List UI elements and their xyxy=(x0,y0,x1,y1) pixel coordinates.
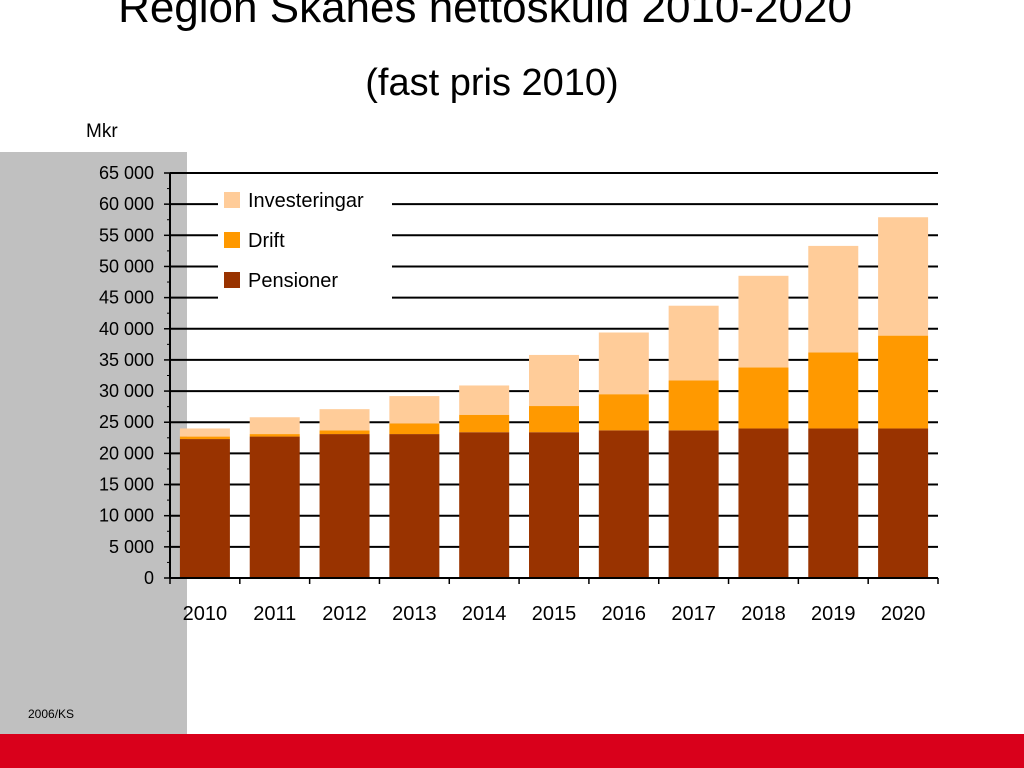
x-tick-label: 2015 xyxy=(532,603,577,625)
x-tick-label: 2017 xyxy=(671,603,716,625)
unit-label: Mkr xyxy=(86,121,118,142)
bar-investeringar-2020 xyxy=(878,217,929,336)
bar-investeringar-2012 xyxy=(319,409,370,431)
legend-label-investeringar: Investeringar xyxy=(248,190,364,212)
y-tick-label: 0 xyxy=(144,568,154,588)
bar-pensioner-2016 xyxy=(598,430,649,578)
bar-drift-2017 xyxy=(668,380,719,431)
y-tick-label: 10 000 xyxy=(99,506,154,526)
bar-investeringar-2013 xyxy=(389,396,440,424)
y-tick-label: 30 000 xyxy=(99,381,154,401)
y-tick-label: 60 000 xyxy=(99,194,154,214)
bar-drift-2016 xyxy=(598,394,649,431)
bar-drift-2014 xyxy=(459,414,510,433)
y-tick-label: 5 000 xyxy=(109,537,154,557)
bar-drift-2012 xyxy=(319,430,370,435)
legend-swatch-investeringar xyxy=(224,192,240,208)
y-tick-label: 50 000 xyxy=(99,256,154,276)
bar-pensioner-2019 xyxy=(808,428,859,578)
bar-drift-2013 xyxy=(389,423,440,435)
slide-subtitle: (fast pris 2010) xyxy=(365,62,619,104)
bar-investeringar-2016 xyxy=(598,332,649,395)
side-panel xyxy=(0,152,187,734)
x-tick-label: 2014 xyxy=(462,603,507,625)
bar-investeringar-2019 xyxy=(808,245,859,353)
bar-investeringar-2010 xyxy=(179,428,230,437)
bar-pensioner-2015 xyxy=(529,432,579,578)
y-tick-label: 25 000 xyxy=(99,412,154,432)
bar-investeringar-2014 xyxy=(459,385,510,415)
x-tick-label: 2020 xyxy=(881,603,926,625)
bar-pensioner-2018 xyxy=(738,428,789,578)
y-tick-label: 15 000 xyxy=(99,475,154,495)
y-tick-label: 20 000 xyxy=(99,443,154,463)
y-tick-label: 35 000 xyxy=(99,350,154,370)
x-tick-label: 2019 xyxy=(811,603,856,625)
bar-investeringar-2017 xyxy=(668,305,719,381)
footnote: 2006/KS xyxy=(28,707,75,721)
bar-pensioner-2011 xyxy=(249,436,300,578)
bar-drift-2018 xyxy=(738,367,789,429)
y-tick-label: 55 000 xyxy=(99,225,154,245)
bar-pensioner-2010 xyxy=(179,439,230,578)
bar-investeringar-2015 xyxy=(529,354,579,407)
bar-drift-2010 xyxy=(179,436,230,440)
brand-bar xyxy=(0,734,1024,768)
x-tick-label: 2012 xyxy=(322,603,367,625)
legend-label-pensioner: Pensioner xyxy=(248,270,338,292)
bar-investeringar-2018 xyxy=(738,275,789,368)
x-tick-label: 2018 xyxy=(741,603,786,625)
bar-drift-2011 xyxy=(249,434,300,437)
bar-drift-2020 xyxy=(878,335,929,429)
x-tick-label: 2016 xyxy=(602,603,647,625)
bar-pensioner-2020 xyxy=(878,428,929,578)
y-tick-label: 45 000 xyxy=(99,288,154,308)
x-tick-label: 2010 xyxy=(183,603,228,625)
bar-pensioner-2012 xyxy=(319,434,370,578)
slide-title: Region Skånes nettoskuld 2010-2020 xyxy=(118,0,852,32)
x-tick-label: 2013 xyxy=(392,603,437,625)
y-tick-label: 65 000 xyxy=(99,163,154,183)
x-tick-label: 2011 xyxy=(253,603,296,625)
bar-pensioner-2014 xyxy=(459,432,510,578)
legend-swatch-drift xyxy=(224,232,240,248)
bar-pensioner-2017 xyxy=(668,430,719,578)
bar-investeringar-2011 xyxy=(249,417,300,435)
bar-drift-2019 xyxy=(808,352,859,429)
bar-drift-2015 xyxy=(529,406,579,433)
y-tick-label: 40 000 xyxy=(99,319,154,339)
legend-label-drift: Drift xyxy=(248,230,285,252)
bar-pensioner-2013 xyxy=(389,434,440,578)
legend-swatch-pensioner xyxy=(224,272,240,288)
